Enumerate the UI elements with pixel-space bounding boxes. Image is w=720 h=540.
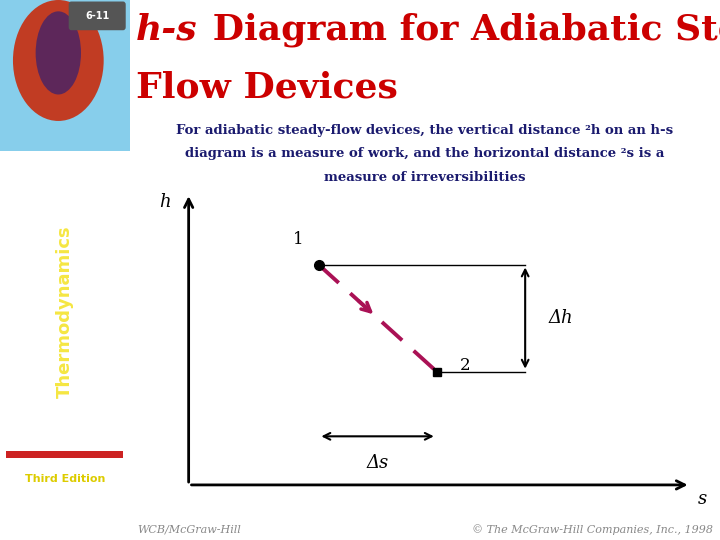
Text: Flow Devices: Flow Devices bbox=[135, 70, 397, 104]
Text: Diagram for Adiabatic Steady-: Diagram for Adiabatic Steady- bbox=[200, 13, 720, 48]
Text: h: h bbox=[159, 193, 171, 211]
Text: measure of irreversibilities: measure of irreversibilities bbox=[324, 171, 526, 184]
Text: Boles: Boles bbox=[49, 187, 81, 200]
Text: Çengel: Çengel bbox=[44, 165, 86, 178]
Text: 6-11: 6-11 bbox=[85, 11, 109, 21]
Ellipse shape bbox=[36, 11, 81, 94]
Text: 2: 2 bbox=[460, 356, 471, 374]
FancyBboxPatch shape bbox=[68, 2, 126, 30]
Ellipse shape bbox=[13, 0, 104, 121]
Text: diagram is a measure of work, and the horizontal distance ²s is a: diagram is a measure of work, and the ho… bbox=[185, 147, 665, 160]
Text: h-s: h-s bbox=[135, 13, 197, 47]
Text: Δh: Δh bbox=[549, 309, 573, 327]
Text: For adiabatic steady-flow devices, the vertical distance ²h on an h-s: For adiabatic steady-flow devices, the v… bbox=[176, 124, 673, 137]
Text: WCB/McGraw-Hill: WCB/McGraw-Hill bbox=[137, 524, 240, 535]
Bar bbox=[6, 451, 123, 458]
Text: s: s bbox=[698, 490, 707, 509]
Text: Thermodynamics: Thermodynamics bbox=[55, 225, 73, 398]
Text: Δs: Δs bbox=[366, 454, 389, 472]
Text: 1: 1 bbox=[292, 232, 303, 248]
Text: © The McGraw-Hill Companies, Inc., 1998: © The McGraw-Hill Companies, Inc., 1998 bbox=[472, 524, 713, 535]
Text: Third Edition: Third Edition bbox=[24, 474, 105, 484]
